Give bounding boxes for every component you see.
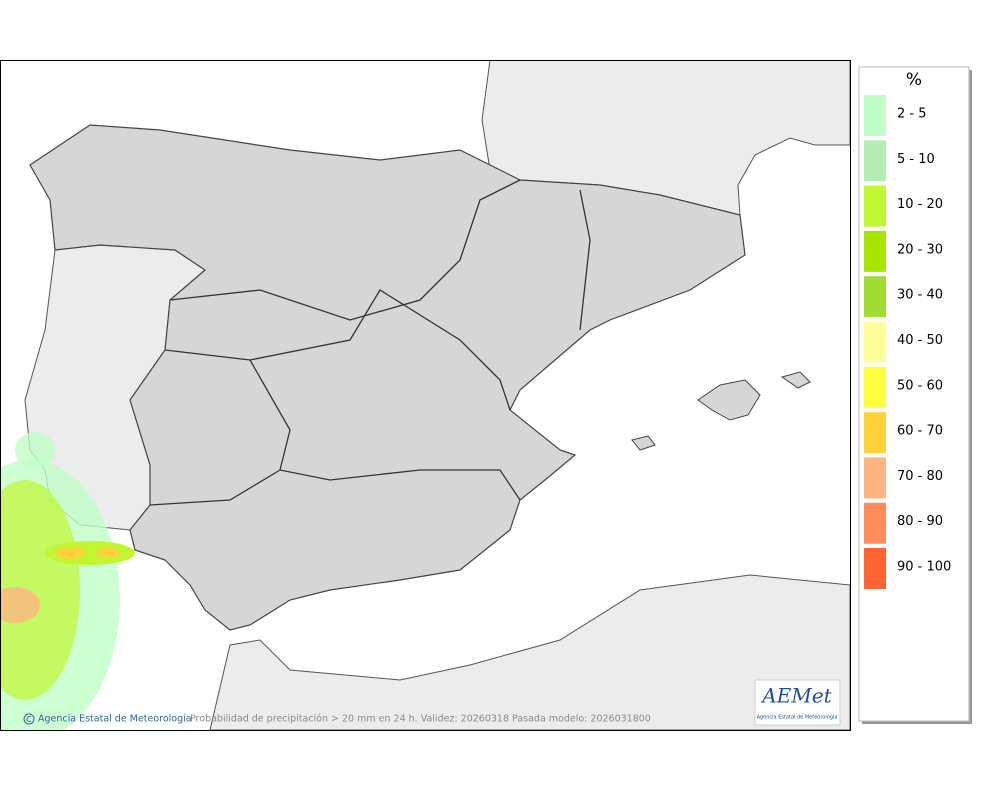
field [0,480,80,700]
field [96,548,120,558]
probability-field [0,432,135,730]
legend-label: 20 - 30 [897,242,943,257]
caption: Probabilidad de precipitación > 20 mm en… [190,714,651,725]
legend-label: 50 - 60 [897,378,943,393]
balearic-islands [631,371,811,451]
spain [29,124,746,631]
legend-label: 5 - 10 [897,152,935,167]
island [631,435,656,451]
border [579,189,591,331]
legend-swatch [864,502,886,544]
field [55,547,85,559]
legend-swatch [864,140,886,182]
legend-label: 10 - 20 [897,197,943,212]
legend-swatch [864,276,886,318]
field [45,541,135,565]
legend-swatch [864,185,886,227]
map-frame [0,60,851,731]
legend-swatch [864,321,886,363]
map: Agencia Estatal de Meteorología Probabil… [0,60,850,730]
legend-swatch [864,548,886,589]
logo-subtitle: Agencia Estatal de Meteorología [757,714,838,721]
field [0,587,40,623]
logo: AEMet Agencia Estatal de Meteorología [754,679,841,726]
legend-swatch [864,366,886,408]
legend-swatch [864,230,886,272]
copyright-icon [26,716,32,722]
legend-items: 2 - 5 5 - 10 10 - 20 20 - 30 30 - 40 40 - 50 5… [864,95,951,589]
border [149,469,521,506]
legend-label: 30 - 40 [897,288,943,303]
legend-label: 2 - 5 [897,107,927,122]
legend-swatch [864,457,886,499]
logo-name: AEMet [760,684,832,708]
legend-label: 80 - 90 [897,514,943,529]
border [249,359,291,471]
legend-label: 60 - 70 [897,424,943,439]
legend-swatch [864,95,886,136]
legend-swatch [864,412,886,454]
credit: Agencia Estatal de Meteorología [23,713,192,725]
island [697,379,761,421]
legend-label: 40 - 50 [897,333,943,348]
africa [209,574,850,730]
credit-text: Agencia Estatal de Meteorología [38,714,192,725]
field [15,432,55,468]
copyright-icon [23,713,35,725]
island [780,371,811,389]
border [169,179,521,321]
region-borders [149,179,591,506]
legend-label: 70 - 80 [897,469,943,484]
legend-unit: % [906,70,922,90]
legend-label: 90 - 100 [897,560,951,575]
logo-box [754,679,841,726]
